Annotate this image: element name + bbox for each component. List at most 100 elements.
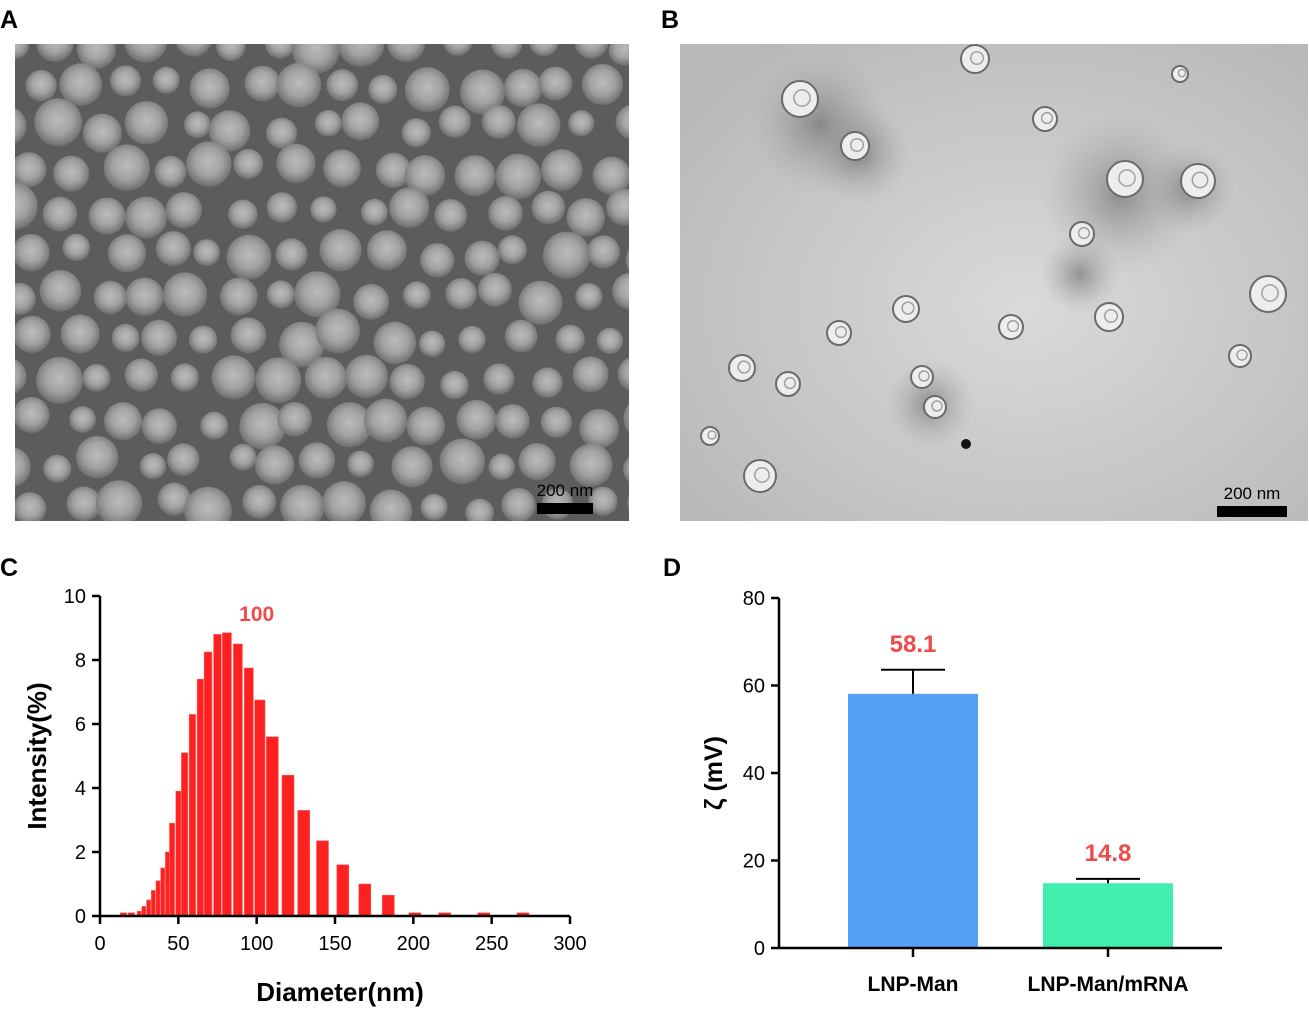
sem-particle	[592, 156, 629, 195]
sem-particle-group	[15, 44, 629, 521]
sem-particle	[369, 489, 413, 521]
sem-particle	[569, 443, 613, 487]
sem-particle	[566, 198, 605, 237]
sem-particle	[341, 102, 380, 141]
sem-particle	[401, 118, 431, 148]
sem-particle	[608, 44, 629, 66]
sem-particle	[503, 68, 543, 108]
sem-particle	[420, 243, 455, 278]
sem-particle	[434, 199, 468, 232]
tem-particles	[680, 44, 1308, 521]
sem-particle	[154, 156, 187, 188]
y-tick-label: 6	[75, 714, 86, 736]
sem-particle	[612, 272, 629, 310]
sem-particle	[189, 68, 230, 109]
sem-particle	[141, 319, 177, 356]
sem-particle	[88, 197, 126, 235]
sem-particle	[517, 103, 561, 147]
x-axis-label: Diameter(nm)	[256, 977, 424, 1007]
sem-particle	[310, 196, 337, 223]
scale-bar-b: 200 nm	[1212, 484, 1292, 517]
histogram-bar	[175, 790, 182, 917]
tem-particle-core	[737, 360, 751, 374]
tem-particle-core	[969, 50, 985, 66]
tem-particle-core	[1118, 169, 1136, 187]
sem-particle	[15, 282, 36, 315]
sem-particle	[518, 280, 563, 325]
scale-bar-label-b: 200 nm	[1223, 484, 1281, 503]
x-tick-label: 250	[475, 933, 508, 955]
y-tick-label: 40	[743, 763, 765, 785]
scale-bar-line-a	[537, 503, 593, 514]
tem-particle	[840, 131, 870, 161]
sem-particle	[314, 110, 342, 137]
sem-particle	[488, 453, 515, 481]
sem-particle	[184, 486, 232, 521]
y-axis-label: Intensity(%)	[22, 682, 52, 829]
sem-particle	[445, 278, 477, 310]
sem-particle	[167, 443, 200, 476]
sem-particle	[568, 110, 595, 137]
histogram-bar	[146, 899, 151, 917]
zeta-bars: 58.1 14.8	[848, 631, 1173, 948]
sem-particle	[103, 144, 150, 191]
sem-particle	[15, 315, 51, 354]
sem-particle	[266, 280, 295, 309]
panel-letter-a: A	[0, 6, 19, 34]
sem-particle	[337, 44, 385, 67]
tem-particle-group	[700, 44, 1287, 493]
sem-particle	[367, 230, 407, 271]
sem-particle	[93, 280, 128, 315]
histogram-bar	[141, 906, 147, 917]
sem-particle	[327, 402, 372, 448]
sem-particle	[266, 192, 297, 223]
sem-particle	[186, 141, 232, 187]
sem-particles	[15, 44, 629, 521]
sem-particle	[266, 117, 298, 149]
sem-particle	[574, 44, 609, 59]
sem-particle	[265, 44, 295, 59]
sem-particle	[124, 358, 158, 392]
sem-particle	[454, 155, 496, 197]
sem-particle	[572, 356, 609, 393]
zeta-bar	[1043, 883, 1173, 948]
peak-annotation: 100	[239, 603, 274, 626]
sem-particle	[124, 44, 167, 63]
sem-image: 200 nm	[15, 44, 629, 521]
sem-particle	[170, 363, 199, 392]
histogram-bar	[188, 714, 196, 917]
sem-particle	[15, 234, 50, 272]
sem-particle	[294, 271, 341, 318]
sem-particle	[495, 404, 530, 439]
sem-particle	[491, 44, 523, 59]
histogram-bar	[160, 867, 165, 917]
sem-particle	[406, 406, 446, 446]
tem-particle-core	[901, 301, 915, 315]
histogram-bar	[151, 890, 156, 917]
sem-particle	[254, 445, 295, 485]
tem-particle	[910, 365, 934, 389]
tem-particle	[1249, 275, 1287, 313]
sem-particle	[627, 495, 629, 511]
sem-particle	[39, 270, 82, 312]
sem-particle	[389, 363, 425, 400]
sem-particle	[625, 248, 629, 271]
sem-particle	[460, 69, 505, 115]
sem-particle	[588, 486, 618, 516]
x-tick-label: 150	[318, 933, 351, 955]
tem-particle	[826, 320, 852, 346]
tem-debris	[961, 439, 971, 449]
tem-particle-core	[1006, 319, 1020, 333]
tem-particle-core	[834, 325, 848, 339]
sem-particle	[125, 196, 167, 239]
histogram-bar	[155, 880, 161, 917]
category-label: LNP-Man/mRNA	[1028, 973, 1189, 996]
sem-particle	[15, 152, 47, 188]
x-tick-label: 0	[94, 933, 105, 955]
y-tick-label: 60	[743, 676, 765, 698]
tem-particle	[728, 354, 756, 382]
histogram-bar	[297, 810, 311, 917]
sem-particle	[208, 110, 251, 152]
sem-particle	[216, 44, 246, 62]
sem-particle	[458, 325, 486, 354]
